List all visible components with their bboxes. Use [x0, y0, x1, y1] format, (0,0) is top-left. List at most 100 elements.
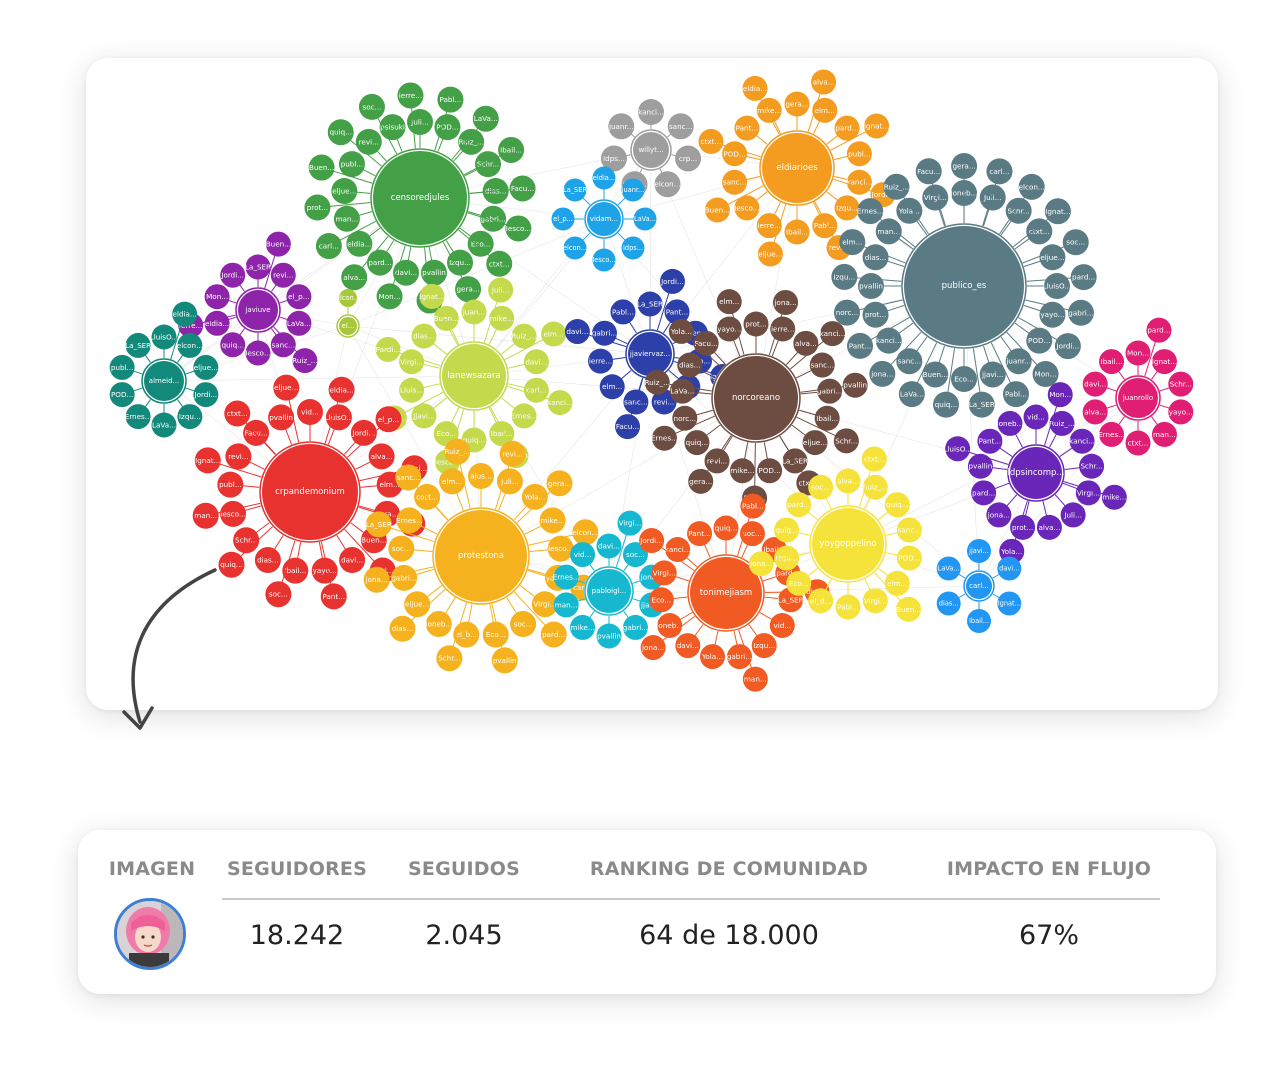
member-node[interactable]	[922, 184, 949, 211]
member-node[interactable]	[864, 113, 890, 139]
community-carl-[interactable]: jjavi... davi... Ignat... Ibail... dias... La…	[936, 539, 1022, 633]
member-node[interactable]	[699, 644, 725, 670]
member-node[interactable]	[698, 128, 724, 154]
member-node[interactable]	[551, 207, 575, 231]
member-node[interactable]	[553, 592, 579, 618]
member-node[interactable]	[217, 471, 244, 498]
member-node[interactable]	[461, 299, 487, 325]
member-node[interactable]	[608, 113, 635, 140]
community-censoredjules[interactable]: Juli...POD...Ruiz_...Schr...dias...gabri…	[304, 82, 536, 314]
member-node[interactable]	[1047, 382, 1073, 408]
member-node[interactable]	[304, 194, 331, 221]
member-node[interactable]	[784, 219, 810, 245]
community-eldiarioes[interactable]: gera...elm...pard...publ...kanci...Izqu.…	[698, 69, 896, 267]
member-node[interactable]	[997, 410, 1023, 436]
member-node[interactable]	[657, 613, 683, 638]
member-node[interactable]	[270, 262, 296, 288]
member-node[interactable]	[809, 352, 835, 378]
member-node[interactable]	[444, 438, 471, 465]
member-node[interactable]	[596, 533, 622, 559]
member-node[interactable]	[769, 613, 795, 638]
member-node[interactable]	[472, 105, 499, 132]
member-node[interactable]	[151, 412, 177, 438]
member-node[interactable]	[172, 301, 198, 327]
member-node[interactable]	[639, 528, 665, 554]
member-node[interactable]	[817, 378, 843, 404]
member-node[interactable]	[547, 535, 574, 562]
member-node[interactable]	[933, 391, 960, 418]
member-node[interactable]	[862, 244, 889, 271]
member-node[interactable]	[1005, 348, 1032, 375]
member-node[interactable]	[475, 151, 502, 178]
member-node[interactable]	[397, 82, 424, 109]
member-node[interactable]	[936, 591, 961, 616]
member-node[interactable]	[936, 556, 961, 581]
member-node[interactable]	[391, 564, 418, 591]
hub-node[interactable]	[435, 510, 527, 602]
member-node[interactable]	[659, 268, 685, 294]
member-node[interactable]	[610, 299, 636, 325]
member-node[interactable]	[592, 248, 616, 272]
member-node[interactable]	[751, 633, 777, 659]
member-node[interactable]	[245, 254, 271, 280]
member-node[interactable]	[125, 332, 151, 358]
member-node[interactable]	[458, 128, 485, 155]
member-node[interactable]	[651, 425, 677, 451]
member-node[interactable]	[491, 647, 518, 674]
member-node[interactable]	[393, 259, 420, 286]
member-node[interactable]	[846, 169, 872, 195]
member-node[interactable]	[814, 405, 840, 431]
member-node[interactable]	[505, 215, 532, 242]
member-node[interactable]	[273, 374, 300, 401]
member-node[interactable]	[482, 621, 509, 648]
member-node[interactable]	[637, 291, 663, 317]
member-node[interactable]	[875, 218, 902, 245]
member-node[interactable]	[831, 263, 858, 290]
member-node[interactable]	[224, 400, 251, 427]
member-node[interactable]	[109, 382, 135, 408]
member-node[interactable]	[437, 86, 464, 113]
member-node[interactable]	[327, 119, 354, 146]
member-node[interactable]	[1075, 480, 1101, 506]
member-node[interactable]	[521, 483, 548, 510]
member-node[interactable]	[668, 318, 694, 344]
member-node[interactable]	[233, 527, 260, 554]
member-node[interactable]	[540, 621, 567, 648]
member-node[interactable]	[846, 141, 872, 167]
member-node[interactable]	[547, 390, 573, 416]
member-node[interactable]	[713, 515, 739, 541]
member-node[interactable]	[1168, 399, 1194, 425]
member-node[interactable]	[675, 145, 702, 172]
member-node[interactable]	[862, 588, 888, 614]
member-node[interactable]	[811, 69, 837, 95]
member-node[interactable]	[311, 557, 338, 584]
member-node[interactable]	[922, 361, 949, 388]
member-node[interactable]	[315, 233, 342, 260]
member-node[interactable]	[898, 381, 925, 408]
member-node[interactable]	[665, 537, 691, 563]
member-node[interactable]	[320, 583, 347, 610]
member-node[interactable]	[835, 468, 861, 494]
member-node[interactable]	[716, 289, 742, 315]
member-node[interactable]	[331, 177, 358, 204]
member-node[interactable]	[388, 535, 415, 562]
member-node[interactable]	[125, 404, 151, 430]
member-node[interactable]	[742, 75, 768, 101]
member-node[interactable]	[1099, 421, 1125, 447]
member-node[interactable]	[704, 448, 730, 474]
hub-node[interactable]	[1118, 378, 1158, 418]
member-node[interactable]	[1168, 371, 1194, 397]
member-node[interactable]	[1125, 430, 1151, 456]
member-node[interactable]	[793, 330, 819, 356]
member-node[interactable]	[365, 511, 392, 538]
member-node[interactable]	[757, 458, 783, 484]
member-node[interactable]	[834, 195, 860, 221]
member-node[interactable]	[687, 521, 713, 547]
member-node[interactable]	[254, 547, 281, 574]
member-node[interactable]	[447, 249, 474, 276]
hub-node[interactable]	[904, 226, 1024, 346]
member-node[interactable]	[651, 389, 677, 415]
community-almeid-[interactable]: LluisO...elcon... eljue... Jordi... Izqu...…	[109, 301, 219, 438]
member-node[interactable]	[986, 502, 1012, 528]
member-node[interactable]	[857, 198, 884, 225]
